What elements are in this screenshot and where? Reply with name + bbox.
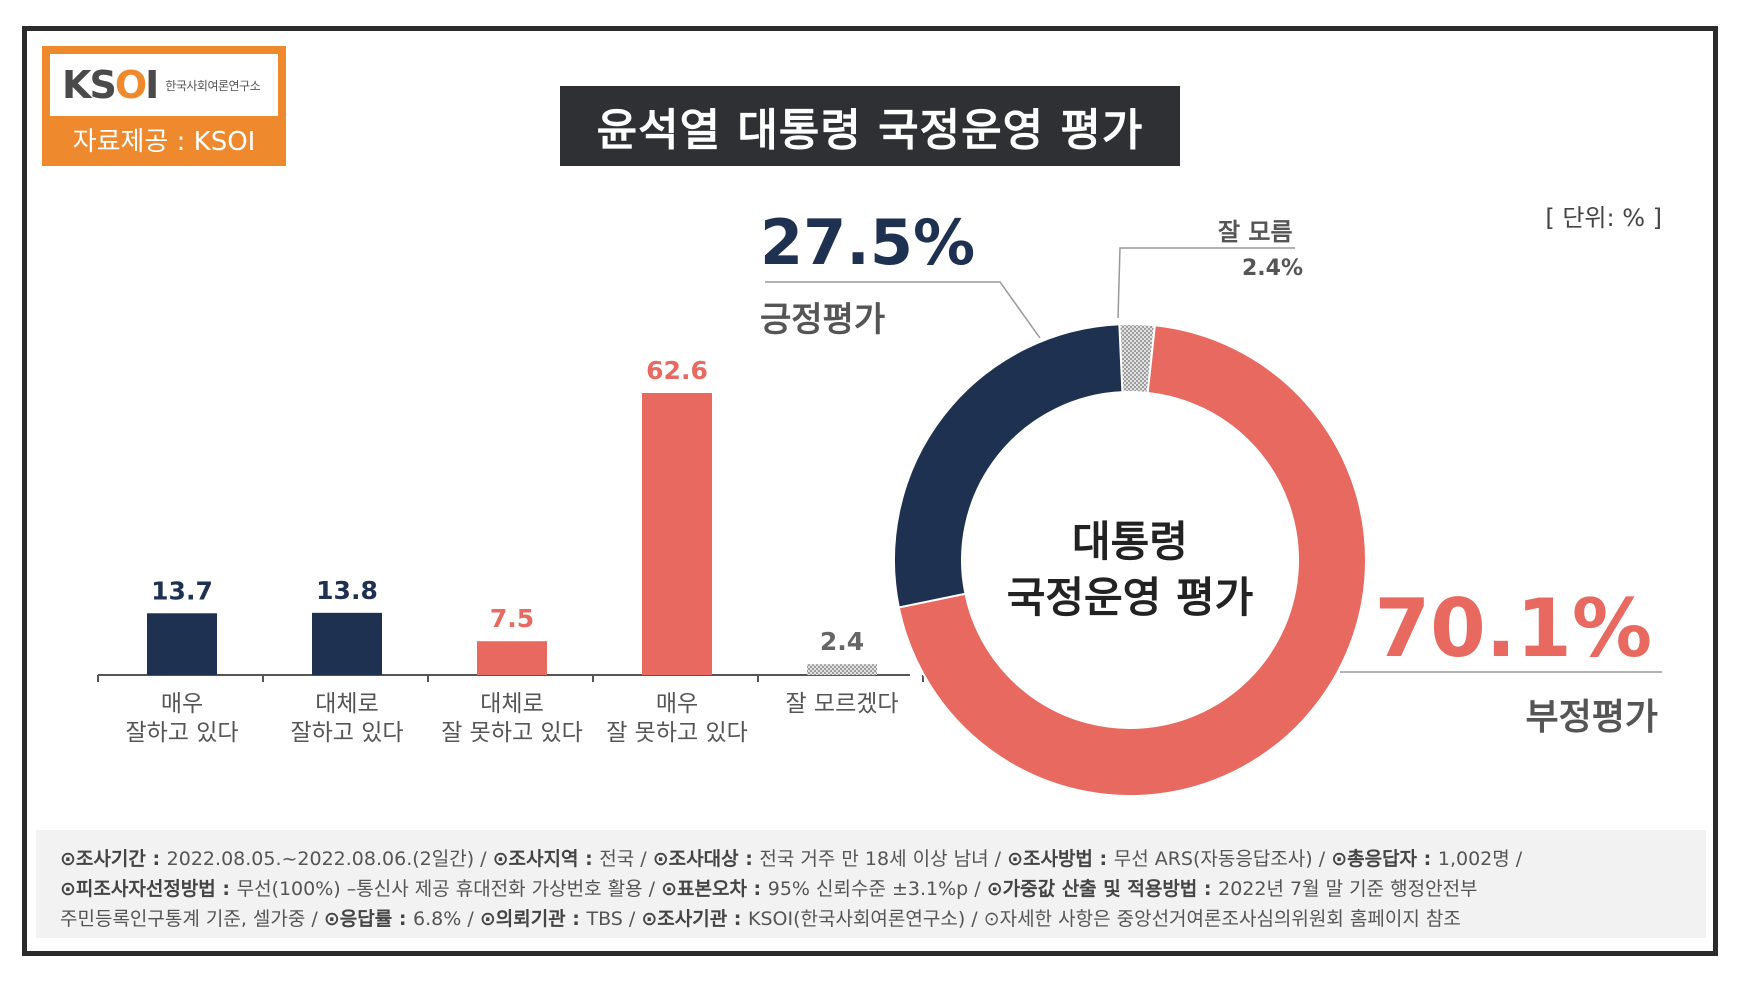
footer-value: 1,002명 / xyxy=(1437,848,1523,870)
footer-key: ⊙가중값 산출 및 적용방법 : xyxy=(986,878,1219,900)
footer-value: KSOI(한국사회여론연구소) / xyxy=(748,908,984,930)
bar xyxy=(477,641,547,675)
survey-footer: ⊙조사기간 : 2022.08.05.~2022.08.06.(2일간) / ⊙… xyxy=(36,830,1706,938)
logo-org-name: 한국사회여론연구소 xyxy=(165,78,261,93)
negative-label: 부정평가 xyxy=(1525,697,1658,738)
logo-wordmark: KSOI xyxy=(62,63,159,107)
footer-key: ⊙조사지역 : xyxy=(492,848,600,870)
category-label: 대체로 xyxy=(315,691,378,717)
logo-letter-k: K xyxy=(62,63,91,107)
ksoi-logo: KSOI 한국사회여론연구소 자료제공 : KSOI xyxy=(42,46,286,166)
donut-center-line-1: 대통령 xyxy=(1072,517,1188,566)
category-label: 매우 xyxy=(656,691,698,717)
footer-value: 95% 신뢰수준 ±3.1%p / xyxy=(767,878,987,900)
logo-letter-o: O xyxy=(114,63,147,107)
bar-value-label: 62.6 xyxy=(646,356,708,385)
footer-line-1: ⊙조사기간 : 2022.08.05.~2022.08.06.(2일간) / ⊙… xyxy=(60,844,1522,871)
positive-percent: 27.5% xyxy=(760,206,976,279)
logo-letter-s: S xyxy=(89,63,116,107)
chart-frame xyxy=(22,26,1718,956)
footer-value: 2022.08.05.~2022.08.06.(2일간) / xyxy=(166,848,493,870)
logo-mark-area: KSOI 한국사회여론연구소 xyxy=(50,54,278,116)
unit-label: [ 단위: % ] xyxy=(1545,204,1662,232)
chart-title: 윤석열 대통령 국정운영 평가 xyxy=(596,105,1144,156)
footer-key: ⊙조사방법 : xyxy=(1007,848,1114,870)
unknown-label: 잘 모름 xyxy=(1218,218,1293,246)
donut-center-line-2: 국정운영 평가 xyxy=(1006,573,1254,622)
bar xyxy=(312,612,382,675)
footer-key: ⊙총응답자 : xyxy=(1331,848,1438,870)
category-label: 대체로 xyxy=(480,691,543,717)
category-label: 매우 xyxy=(161,691,203,717)
logo-letter-i: I xyxy=(145,63,159,107)
donut-slice xyxy=(897,324,1367,797)
category-label: 잘 모르겠다 xyxy=(785,691,898,717)
bar-value-label: 7.5 xyxy=(490,604,534,633)
unknown-percent: 2.4% xyxy=(1242,256,1304,281)
footer-line-3: 주민등록인구통계 기준, 셀가중 / ⊙응답률 : 6.8% / ⊙의뢰기관 :… xyxy=(60,904,1461,931)
footer-key: ⊙표본오차 : xyxy=(661,878,768,900)
bar-value-label: 13.7 xyxy=(151,576,213,605)
footer-value: 2022년 7월 말 기준 행정안전부 xyxy=(1218,878,1478,900)
category-label: 잘 못하고 있다 xyxy=(606,720,748,746)
bar-value-label: 2.4 xyxy=(820,627,864,656)
donut-slice xyxy=(893,323,1124,609)
footer-key: ⊙피조사자선정방법 : xyxy=(60,878,237,900)
footer-value: 전국 / xyxy=(599,848,653,870)
positive-leader-line xyxy=(765,281,1041,339)
footer-key: ⊙응답률 : xyxy=(323,908,414,930)
positive-label: 긍정평가 xyxy=(760,300,886,340)
bar-value-label: 13.8 xyxy=(316,576,378,605)
footer-value: 전국 거주 만 18세 이상 남녀 / xyxy=(759,848,1008,870)
footer-value: ⊙자세한 사항은 중앙선거여론조사심의위원회 홈페이지 참조 xyxy=(983,908,1461,930)
footer-key: ⊙조사대상 : xyxy=(652,848,760,870)
footer-value: 무선 ARS(자동응답조사) / xyxy=(1113,848,1332,870)
footer-value: 주민등록인구통계 기준, 셀가중 / xyxy=(60,908,324,930)
title-banner: 윤석열 대통령 국정운영 평가 xyxy=(560,86,1180,166)
footer-value: 무선(100%) –통신사 제공 휴대전화 가상번호 활용 / xyxy=(236,878,662,900)
bar xyxy=(642,393,712,675)
category-label: 잘하고 있다 xyxy=(290,720,403,746)
bar xyxy=(147,613,217,675)
footer-key: ⊙의뢰기관 : xyxy=(479,908,587,930)
unknown-leader-line xyxy=(1117,247,1295,319)
footer-key: ⊙조사기간 : xyxy=(60,848,167,870)
footer-value: 6.8% / xyxy=(413,908,480,930)
footer-line-2: ⊙피조사자선정방법 : 무선(100%) –통신사 제공 휴대전화 가상번호 활… xyxy=(60,874,1478,901)
footer-value: TBS / xyxy=(586,908,642,930)
negative-percent: 70.1% xyxy=(1374,582,1652,675)
data-credit: 자료제공 : KSOI xyxy=(72,127,256,157)
category-label: 잘하고 있다 xyxy=(125,720,238,746)
footer-key: ⊙조사기관 : xyxy=(641,908,749,930)
category-label: 잘 못하고 있다 xyxy=(441,720,583,746)
bar xyxy=(807,664,877,675)
